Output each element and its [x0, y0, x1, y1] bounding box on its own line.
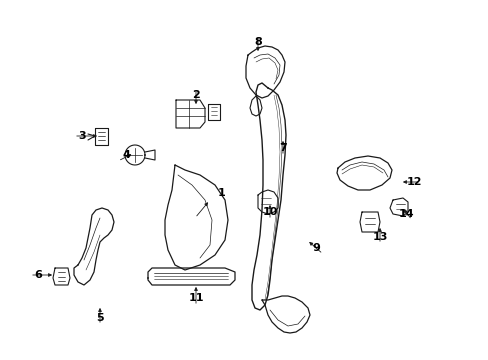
Text: 6: 6: [34, 270, 42, 280]
Text: 9: 9: [311, 243, 319, 253]
Text: 2: 2: [192, 90, 200, 100]
Text: 7: 7: [279, 143, 286, 153]
Text: 13: 13: [371, 232, 387, 242]
Text: 14: 14: [398, 209, 414, 219]
Text: 8: 8: [254, 37, 262, 47]
Text: 5: 5: [96, 313, 103, 323]
Text: 4: 4: [122, 150, 130, 160]
Text: 3: 3: [78, 131, 85, 141]
Text: 1: 1: [218, 188, 225, 198]
Text: 11: 11: [188, 293, 203, 303]
Text: 10: 10: [262, 207, 277, 217]
Text: 12: 12: [406, 177, 421, 187]
